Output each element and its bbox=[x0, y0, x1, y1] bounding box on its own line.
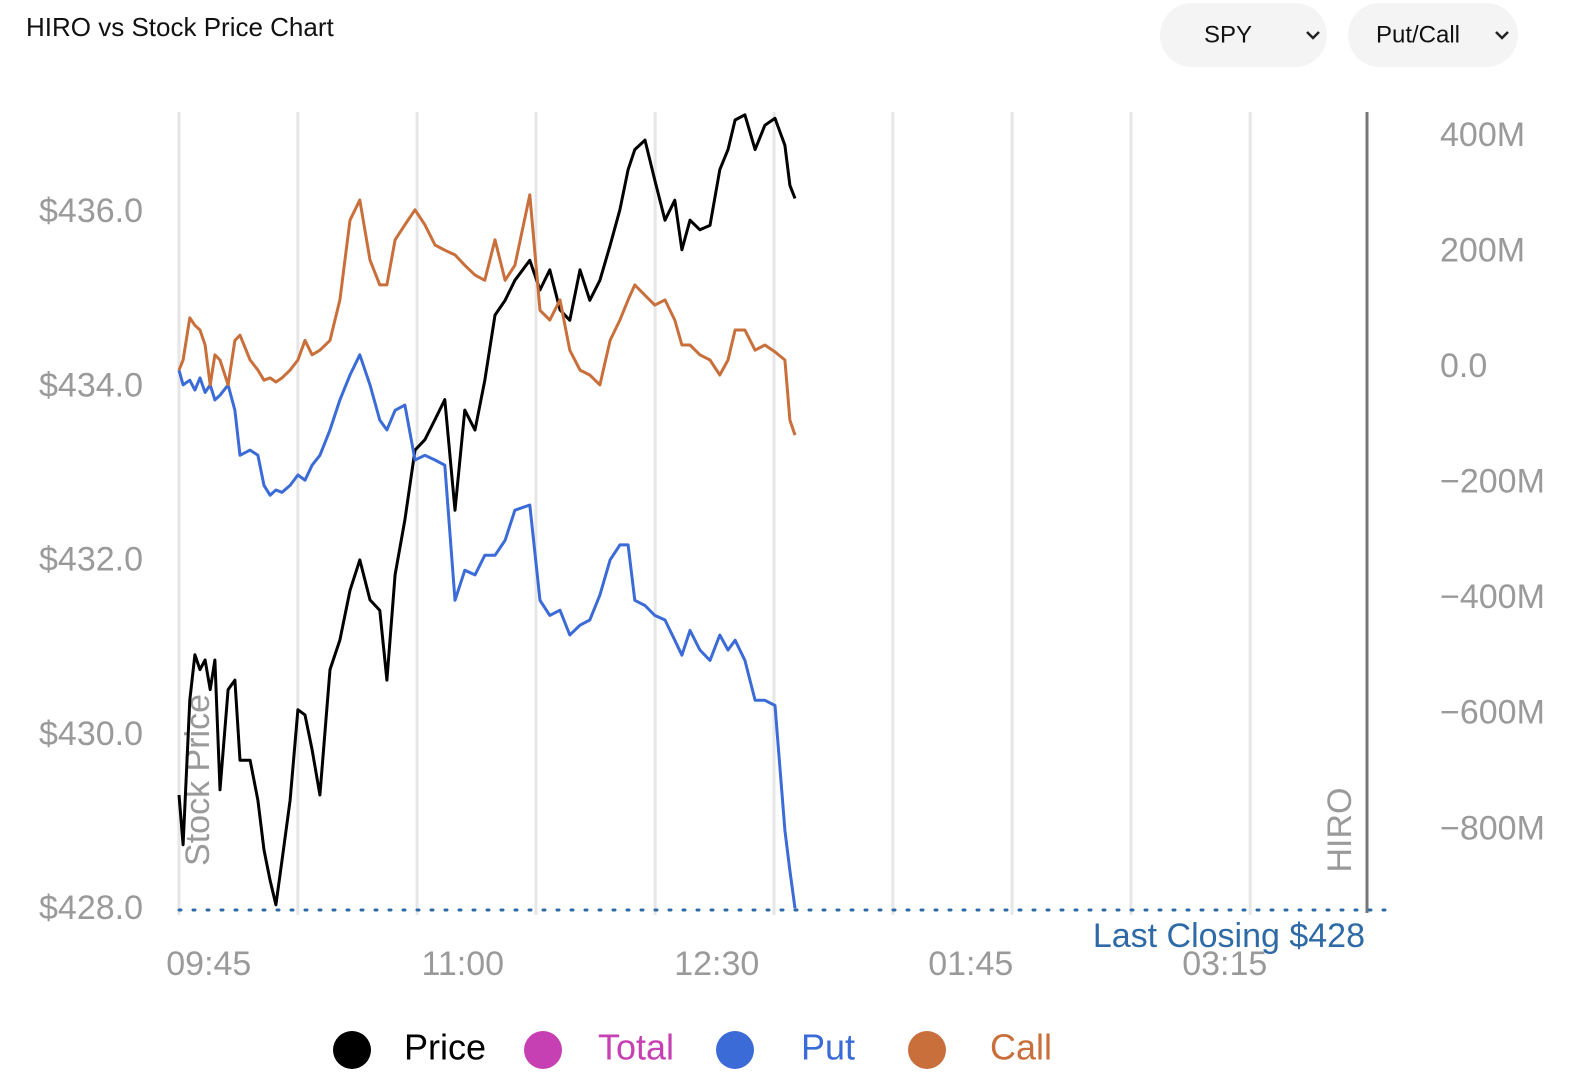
y2-tick-label: −400M bbox=[1440, 578, 1545, 616]
y-tick-label: $432.0 bbox=[39, 541, 143, 579]
mode-dropdown[interactable]: Put/Call bbox=[1348, 3, 1518, 67]
chart-title: HIRO vs Stock Price Chart bbox=[26, 12, 335, 42]
y-tick-label: $436.0 bbox=[39, 192, 143, 230]
y2-tick-label: −200M bbox=[1440, 463, 1545, 501]
dropdown-bg[interactable] bbox=[1348, 3, 1518, 67]
x-tick-label: 01:45 bbox=[928, 945, 1013, 983]
chevron[interactable] bbox=[1306, 31, 1320, 40]
series-line bbox=[177, 353, 797, 909]
legend-label[interactable]: Total bbox=[598, 1027, 674, 1068]
series-line bbox=[177, 113, 797, 907]
y2-tick-label: 200M bbox=[1440, 232, 1525, 270]
chevron[interactable] bbox=[1495, 31, 1509, 40]
dropdown-label[interactable]: Put/Call bbox=[1376, 21, 1460, 48]
legend-swatch[interactable] bbox=[333, 1031, 371, 1069]
legend-label[interactable]: Price bbox=[404, 1027, 486, 1068]
plot: $428.0 $430.0 $432.0 $434.0 $436.0 −800M −600M… bbox=[39, 112, 1545, 983]
y2-tick-label: 0.0 bbox=[1440, 347, 1487, 385]
symbol-dropdown[interactable]: SPY bbox=[1160, 3, 1327, 67]
legend-item[interactable]: Total bbox=[524, 1027, 674, 1069]
y2-tick-label: −600M bbox=[1440, 694, 1545, 732]
x-tick-label: 09:45 bbox=[166, 945, 251, 983]
x-tick-label: 11:00 bbox=[422, 945, 505, 983]
legend-item[interactable]: Price bbox=[333, 1027, 486, 1069]
x-tick-label: 03:15 bbox=[1182, 945, 1267, 983]
last-close-annotation: Last Closing $428 bbox=[1093, 917, 1365, 955]
x-tick-label: 12:30 bbox=[674, 945, 759, 983]
series-line bbox=[177, 193, 797, 436]
dropdown-label[interactable]: SPY bbox=[1204, 21, 1252, 48]
y2-axis-title: HIRO bbox=[1321, 788, 1359, 873]
y-tick-label: $434.0 bbox=[39, 366, 143, 404]
legend-label[interactable]: Put bbox=[801, 1027, 855, 1068]
y2-tick-label: −800M bbox=[1440, 809, 1545, 847]
y2-tick-label: 400M bbox=[1440, 116, 1525, 154]
y-tick-label: $430.0 bbox=[39, 715, 143, 753]
legend-swatch[interactable] bbox=[716, 1031, 754, 1069]
dropdown-bg[interactable] bbox=[1160, 3, 1327, 67]
legend-item[interactable]: Call bbox=[908, 1027, 1052, 1069]
legend-label[interactable]: Call bbox=[990, 1027, 1052, 1068]
legend-swatch[interactable] bbox=[908, 1031, 946, 1069]
legend-swatch[interactable] bbox=[524, 1031, 562, 1069]
y-tick-label: $428.0 bbox=[39, 889, 143, 927]
legend-item[interactable]: Put bbox=[716, 1027, 855, 1069]
